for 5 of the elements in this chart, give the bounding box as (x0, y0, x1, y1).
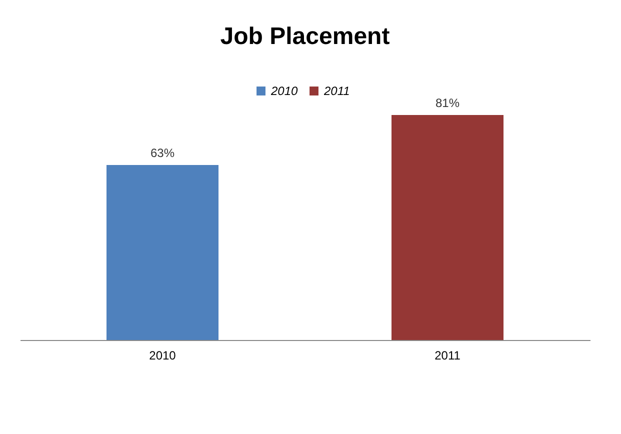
chart-title: Job Placement (220, 23, 390, 50)
legend-label: 2010 (270, 84, 298, 98)
legend-label: 2011 (323, 84, 350, 98)
data-label: 63% (150, 146, 175, 160)
data-label: 81% (435, 96, 460, 110)
